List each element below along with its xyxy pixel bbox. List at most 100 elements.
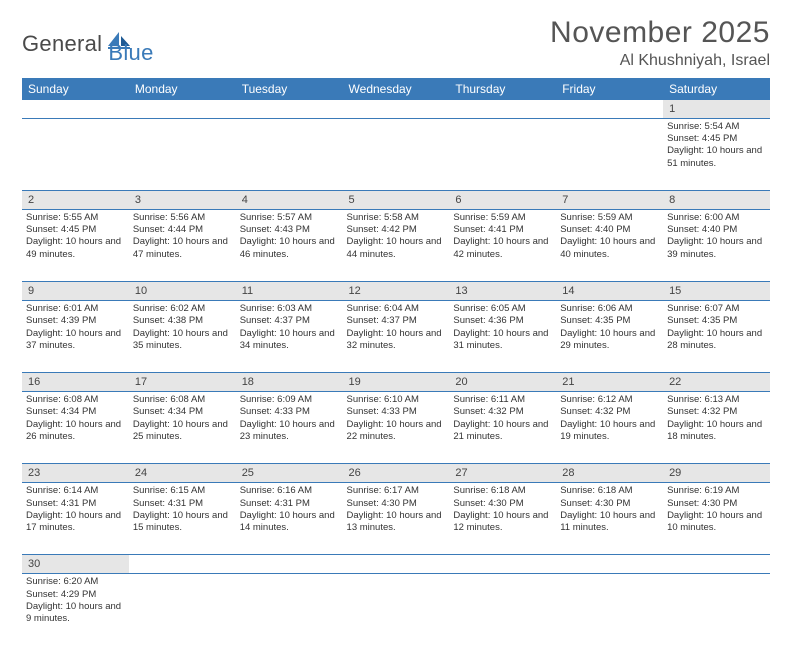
day-number: 7	[556, 191, 663, 210]
day-number: 22	[663, 373, 770, 392]
daylight-text: Daylight: 10 hours and 35 minutes.	[133, 328, 232, 352]
day-cell: Sunrise: 6:17 AMSunset: 4:30 PMDaylight:…	[343, 483, 450, 555]
day-number: 24	[129, 464, 236, 483]
logo: General Blue	[22, 22, 158, 66]
sunset-text: Sunset: 4:35 PM	[560, 315, 659, 327]
sunset-text: Sunset: 4:45 PM	[26, 224, 125, 236]
sunrise-text: Sunrise: 6:12 AM	[560, 394, 659, 406]
daylight-text: Daylight: 10 hours and 39 minutes.	[667, 236, 766, 260]
day-number: 30	[22, 555, 129, 574]
daylight-text: Daylight: 10 hours and 18 minutes.	[667, 419, 766, 443]
daylight-text: Daylight: 10 hours and 49 minutes.	[26, 236, 125, 260]
day-number: 25	[236, 464, 343, 483]
logo-text-general: General	[22, 31, 102, 57]
daylight-text: Daylight: 10 hours and 42 minutes.	[453, 236, 552, 260]
day-cell: Sunrise: 6:07 AMSunset: 4:35 PMDaylight:…	[663, 301, 770, 373]
day-cell: Sunrise: 5:59 AMSunset: 4:40 PMDaylight:…	[556, 210, 663, 282]
month-title: November 2025	[550, 16, 770, 50]
day-cell: Sunrise: 6:03 AMSunset: 4:37 PMDaylight:…	[236, 301, 343, 373]
daylight-text: Daylight: 10 hours and 12 minutes.	[453, 510, 552, 534]
day-number: 28	[556, 464, 663, 483]
day-number: 3	[129, 191, 236, 210]
sunrise-text: Sunrise: 5:55 AM	[26, 212, 125, 224]
sunrise-text: Sunrise: 6:17 AM	[347, 485, 446, 497]
daylight-text: Daylight: 10 hours and 21 minutes.	[453, 419, 552, 443]
sunset-text: Sunset: 4:36 PM	[453, 315, 552, 327]
daynum-row: 30	[22, 555, 770, 574]
daylight-text: Daylight: 10 hours and 32 minutes.	[347, 328, 446, 352]
daylight-text: Daylight: 10 hours and 23 minutes.	[240, 419, 339, 443]
sunrise-text: Sunrise: 5:58 AM	[347, 212, 446, 224]
week-row: Sunrise: 6:14 AMSunset: 4:31 PMDaylight:…	[22, 483, 770, 555]
day-cell: Sunrise: 6:02 AMSunset: 4:38 PMDaylight:…	[129, 301, 236, 373]
daylight-text: Daylight: 10 hours and 26 minutes.	[26, 419, 125, 443]
daylight-text: Daylight: 10 hours and 31 minutes.	[453, 328, 552, 352]
day-cell	[129, 574, 236, 646]
sunrise-text: Sunrise: 6:08 AM	[26, 394, 125, 406]
day-cell: Sunrise: 6:18 AMSunset: 4:30 PMDaylight:…	[449, 483, 556, 555]
day-cell: Sunrise: 6:04 AMSunset: 4:37 PMDaylight:…	[343, 301, 450, 373]
daylight-text: Daylight: 10 hours and 11 minutes.	[560, 510, 659, 534]
sunrise-text: Sunrise: 6:04 AM	[347, 303, 446, 315]
daylight-text: Daylight: 10 hours and 17 minutes.	[26, 510, 125, 534]
day-number: 2	[22, 191, 129, 210]
daynum-row: 1	[22, 100, 770, 119]
daylight-text: Daylight: 10 hours and 29 minutes.	[560, 328, 659, 352]
day-number: 1	[663, 100, 770, 119]
sunrise-text: Sunrise: 6:00 AM	[667, 212, 766, 224]
sunset-text: Sunset: 4:30 PM	[347, 498, 446, 510]
day-cell: Sunrise: 6:12 AMSunset: 4:32 PMDaylight:…	[556, 392, 663, 464]
day-number: 23	[22, 464, 129, 483]
day-header: Monday	[129, 78, 236, 100]
sunset-text: Sunset: 4:44 PM	[133, 224, 232, 236]
sunset-text: Sunset: 4:31 PM	[240, 498, 339, 510]
day-cell	[22, 119, 129, 191]
sunrise-text: Sunrise: 5:59 AM	[453, 212, 552, 224]
sunset-text: Sunset: 4:33 PM	[240, 406, 339, 418]
sunrise-text: Sunrise: 6:19 AM	[667, 485, 766, 497]
day-number: 12	[343, 282, 450, 301]
day-cell: Sunrise: 6:09 AMSunset: 4:33 PMDaylight:…	[236, 392, 343, 464]
sunrise-text: Sunrise: 6:09 AM	[240, 394, 339, 406]
day-header: Sunday	[22, 78, 129, 100]
day-cell: Sunrise: 6:06 AMSunset: 4:35 PMDaylight:…	[556, 301, 663, 373]
sunset-text: Sunset: 4:32 PM	[560, 406, 659, 418]
sunset-text: Sunset: 4:37 PM	[240, 315, 339, 327]
daylight-text: Daylight: 10 hours and 22 minutes.	[347, 419, 446, 443]
daylight-text: Daylight: 10 hours and 46 minutes.	[240, 236, 339, 260]
daylight-text: Daylight: 10 hours and 51 minutes.	[667, 145, 766, 169]
sunrise-text: Sunrise: 6:05 AM	[453, 303, 552, 315]
sunrise-text: Sunrise: 6:18 AM	[560, 485, 659, 497]
day-cell: Sunrise: 5:58 AMSunset: 4:42 PMDaylight:…	[343, 210, 450, 282]
day-number: 15	[663, 282, 770, 301]
day-cell: Sunrise: 6:16 AMSunset: 4:31 PMDaylight:…	[236, 483, 343, 555]
sunrise-text: Sunrise: 6:06 AM	[560, 303, 659, 315]
sunrise-text: Sunrise: 6:03 AM	[240, 303, 339, 315]
sunset-text: Sunset: 4:32 PM	[453, 406, 552, 418]
day-number	[343, 100, 450, 119]
day-number: 8	[663, 191, 770, 210]
day-cell: Sunrise: 5:57 AMSunset: 4:43 PMDaylight:…	[236, 210, 343, 282]
daylight-text: Daylight: 10 hours and 44 minutes.	[347, 236, 446, 260]
daylight-text: Daylight: 10 hours and 15 minutes.	[133, 510, 232, 534]
daylight-text: Daylight: 10 hours and 37 minutes.	[26, 328, 125, 352]
title-block: November 2025 Al Khushniyah, Israel	[550, 16, 770, 70]
day-cell: Sunrise: 6:18 AMSunset: 4:30 PMDaylight:…	[556, 483, 663, 555]
daylight-text: Daylight: 10 hours and 28 minutes.	[667, 328, 766, 352]
day-cell: Sunrise: 6:10 AMSunset: 4:33 PMDaylight:…	[343, 392, 450, 464]
sunset-text: Sunset: 4:34 PM	[133, 406, 232, 418]
day-cell: Sunrise: 5:59 AMSunset: 4:41 PMDaylight:…	[449, 210, 556, 282]
day-number: 10	[129, 282, 236, 301]
day-cell	[343, 119, 450, 191]
daynum-row: 23242526272829	[22, 464, 770, 483]
daylight-text: Daylight: 10 hours and 19 minutes.	[560, 419, 659, 443]
logo-text-blue: Blue	[108, 40, 153, 66]
day-number: 11	[236, 282, 343, 301]
day-cell: Sunrise: 6:05 AMSunset: 4:36 PMDaylight:…	[449, 301, 556, 373]
sunrise-text: Sunrise: 6:08 AM	[133, 394, 232, 406]
day-header: Saturday	[663, 78, 770, 100]
day-cell	[556, 119, 663, 191]
daylight-text: Daylight: 10 hours and 47 minutes.	[133, 236, 232, 260]
week-row: Sunrise: 6:20 AMSunset: 4:29 PMDaylight:…	[22, 574, 770, 646]
day-number: 26	[343, 464, 450, 483]
